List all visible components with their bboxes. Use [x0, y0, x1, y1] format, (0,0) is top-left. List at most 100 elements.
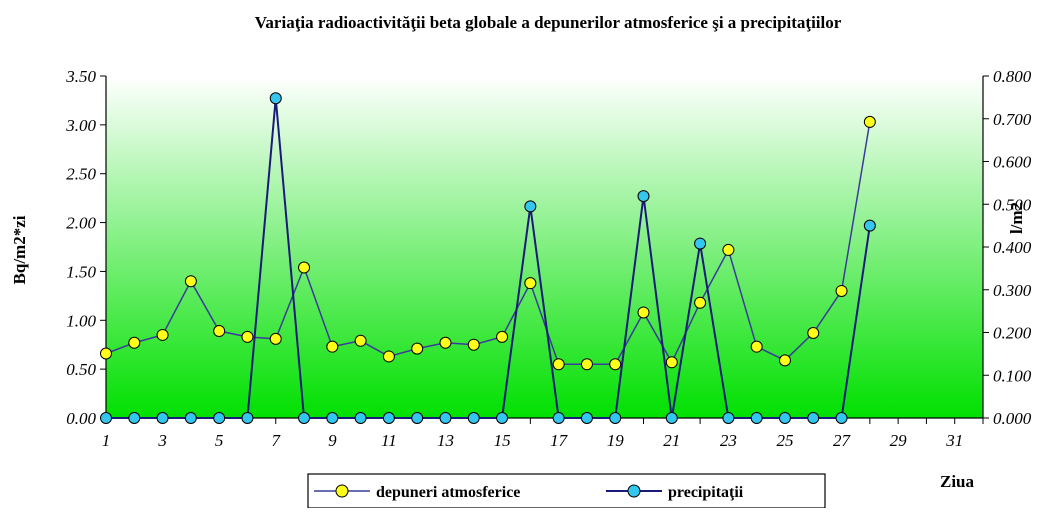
y-left-tick-label: 1.00 — [66, 311, 96, 330]
plot-area — [106, 76, 983, 418]
data-point — [524, 277, 537, 290]
axes: 0.00 0.50 1.00 1.50 2.00 2.50 3.00 3.50 0.000 0.1… — [65, 67, 1032, 450]
data-point — [496, 330, 509, 343]
x-tick-label: 17 — [550, 431, 569, 450]
data-point — [694, 237, 707, 250]
legend-label: depuneri atmosferice — [376, 484, 520, 501]
y-right-tick-label: 0.000 — [993, 409, 1032, 428]
series-line — [105, 121, 871, 366]
x-tick-label: 5 — [215, 431, 224, 450]
data-point — [298, 412, 311, 424]
y-right-tick-label: 0.600 — [993, 153, 1032, 172]
data-point — [269, 332, 282, 345]
data-point — [722, 243, 735, 256]
x-tick-label: 1 — [102, 431, 111, 450]
y-right-tick-label: 0.300 — [993, 281, 1032, 300]
y-right-tick-label: 0.200 — [993, 324, 1032, 343]
data-point — [467, 338, 480, 351]
legend-swatch-marker — [335, 484, 349, 498]
data-point — [750, 412, 763, 424]
data-point — [213, 412, 226, 424]
data-point — [778, 354, 791, 367]
x-tick-label: 15 — [494, 431, 511, 450]
data-point — [241, 330, 254, 343]
x-tick-label: 27 — [833, 431, 852, 450]
data-point — [156, 412, 169, 424]
data-point — [298, 261, 311, 274]
x-tick-label: 3 — [157, 431, 167, 450]
data-point — [128, 336, 141, 349]
data-point — [439, 412, 452, 424]
data-point — [354, 334, 367, 347]
y-right-tick-label: 0.100 — [993, 366, 1032, 385]
data-point — [128, 412, 141, 424]
y-axis-left-label: Bq/m2*zi — [10, 215, 29, 284]
x-tick-label: 11 — [381, 431, 397, 450]
data-point — [665, 356, 678, 369]
data-point — [835, 284, 848, 297]
x-tick-label: 7 — [271, 431, 281, 450]
data-point — [580, 358, 593, 371]
data-point — [694, 296, 707, 309]
y-left-tick-label: 2.50 — [66, 165, 96, 184]
y-axis-right-label: l/m2 — [1007, 202, 1026, 234]
data-point — [213, 325, 226, 338]
x-tick-label: 25 — [776, 431, 793, 450]
series-line — [106, 98, 871, 419]
data-point — [382, 350, 395, 363]
data-point — [496, 412, 509, 424]
x-tick-label: 23 — [720, 431, 737, 450]
x-tick-label: 19 — [607, 431, 625, 450]
y-left-tick-label: 1.50 — [66, 262, 96, 281]
x-tick-label: 29 — [890, 431, 908, 450]
data-point — [411, 342, 424, 355]
data-point — [241, 412, 254, 424]
data-point — [807, 412, 820, 424]
data-point — [184, 275, 197, 288]
data-point — [552, 412, 565, 424]
y-right-tick-label: 0.500 — [993, 195, 1032, 214]
series-1 — [100, 115, 876, 371]
data-point — [665, 412, 678, 424]
data-point — [354, 412, 367, 424]
chart-title: Variaţia radioactivităţii beta globale a… — [255, 13, 842, 32]
legend-label: precipitaţii — [668, 484, 744, 501]
x-tick-label: 13 — [437, 431, 454, 450]
x-tick-label: 9 — [328, 431, 337, 450]
data-point — [524, 200, 537, 213]
data-point — [100, 412, 112, 424]
data-point — [637, 306, 650, 319]
data-point — [326, 412, 339, 424]
data-point — [269, 92, 282, 105]
data-point — [609, 412, 622, 424]
y-right-tick-label: 0.700 — [993, 110, 1032, 129]
data-point — [580, 412, 593, 424]
x-tick-label: 21 — [663, 431, 680, 450]
x-tick-label: 31 — [945, 431, 963, 450]
data-point — [411, 412, 424, 424]
y-left-tick-label: 2.00 — [66, 214, 96, 233]
data-point — [184, 412, 197, 424]
x-axis-label: Ziua — [940, 472, 975, 491]
data-point — [863, 219, 876, 232]
data-point — [609, 358, 622, 371]
y-left-tick-label: 0.50 — [66, 360, 96, 379]
data-point — [807, 326, 820, 339]
data-point — [439, 336, 452, 349]
data-point — [835, 412, 848, 424]
data-point — [100, 347, 112, 360]
data-point — [863, 115, 876, 128]
y-left-tick-label: 3.50 — [65, 67, 96, 86]
y-left-tick-label: 0.00 — [66, 409, 96, 428]
data-point — [637, 190, 650, 203]
data-point — [467, 412, 480, 424]
series-layer — [100, 92, 876, 424]
data-point — [750, 340, 763, 353]
data-point — [722, 412, 735, 424]
data-point — [326, 340, 339, 353]
data-point — [156, 328, 169, 341]
y-right-tick-label: 0.800 — [993, 67, 1032, 86]
legend: depuneri atmosferice precipitaţii — [307, 473, 826, 509]
